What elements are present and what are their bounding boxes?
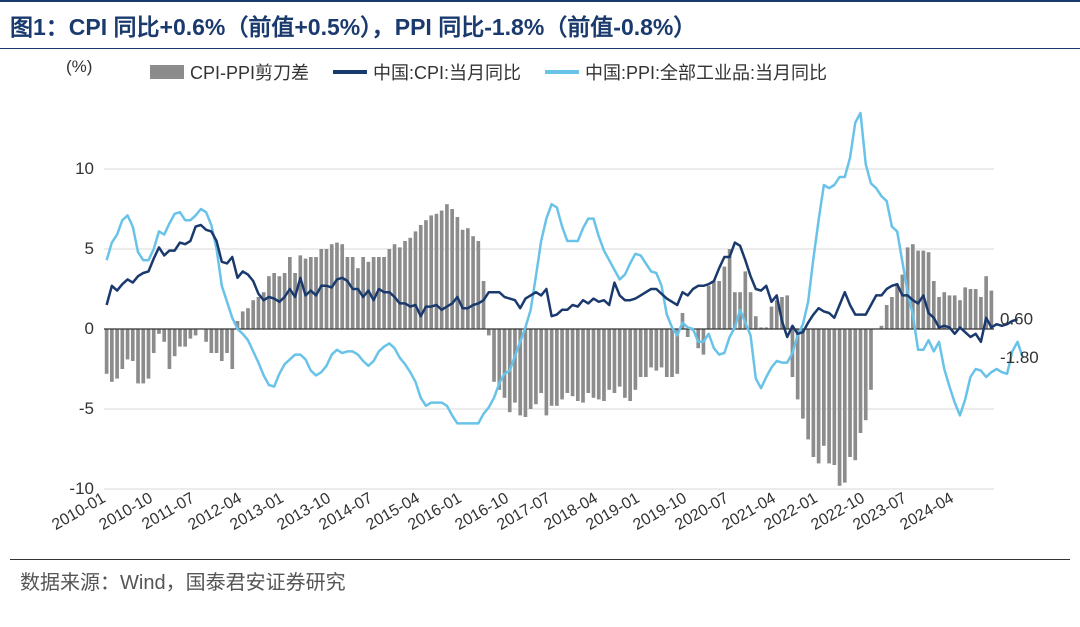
svg-text:0: 0	[85, 319, 94, 338]
svg-text:2024-04: 2024-04	[897, 490, 956, 534]
svg-text:-1.80: -1.80	[1000, 348, 1039, 367]
svg-text:5: 5	[85, 239, 94, 258]
source-text: 数据来源：Wind，国泰君安证券研究	[10, 559, 1070, 601]
chart-svg: -10-505102010-012010-102011-072012-04201…	[10, 49, 1070, 559]
chart-title: 图1：CPI 同比+0.6%（前值+0.5%），PPI 同比-1.8%（前值-0…	[0, 0, 1080, 49]
chart-area: (%) CPI-PPI剪刀差 中国:CPI:当月同比 中国:PPI:全部工业品:…	[10, 49, 1070, 559]
svg-text:10: 10	[75, 159, 94, 178]
svg-text:-5: -5	[79, 399, 94, 418]
svg-text:0.60: 0.60	[1000, 309, 1033, 328]
